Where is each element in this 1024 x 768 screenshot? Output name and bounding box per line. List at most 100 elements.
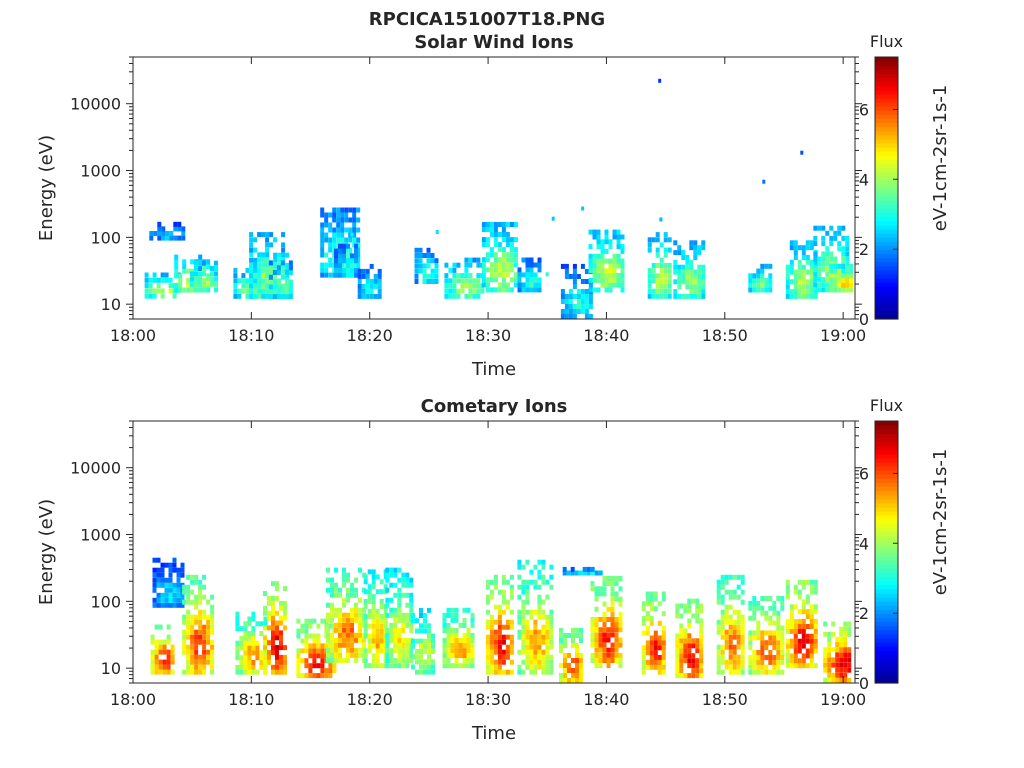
- spectrogram-cell: [269, 263, 274, 268]
- spectrogram-cell: [452, 283, 457, 289]
- spectrogram-cell: [350, 272, 354, 278]
- spectrogram-cell: [330, 617, 334, 623]
- spectrogram-cell: [541, 629, 546, 635]
- spectrogram-cell: [338, 627, 342, 633]
- spectrogram-cell: [458, 643, 463, 648]
- x-tick-label: 18:50: [702, 326, 748, 345]
- colorbar-segment: [875, 666, 898, 672]
- spectrogram-cell: [251, 626, 256, 632]
- colorbar-tick-label: 0: [859, 674, 869, 693]
- spectrogram-cell: [206, 276, 210, 282]
- spectrogram-cell: [198, 669, 203, 675]
- spectrogram-cell: [720, 629, 725, 635]
- spectrogram-cell: [760, 287, 765, 293]
- spectrogram-cell: [831, 662, 836, 668]
- spectrogram-cell: [401, 653, 406, 659]
- spectrogram-cell: [521, 634, 526, 640]
- spectrogram-cell: [328, 272, 333, 278]
- x-tick-label: 18:50: [702, 690, 748, 709]
- spectrogram-cell: [342, 582, 346, 588]
- spectrogram-cell: [259, 664, 264, 670]
- spectrogram-cell: [444, 288, 449, 294]
- spectrogram-cell: [699, 633, 704, 639]
- spectrogram-cell: [845, 256, 850, 262]
- colorbar-segment: [875, 257, 898, 263]
- spectrogram-cell: [647, 283, 652, 289]
- spectrogram-cell: [279, 635, 283, 641]
- colorbar-segment: [875, 601, 898, 606]
- spectrogram-cell: [728, 624, 733, 630]
- colorbar-segment: [875, 670, 898, 676]
- spectrogram-cell: [454, 658, 459, 664]
- spectrogram-cell: [235, 621, 240, 627]
- spectrogram-cell: [797, 284, 802, 290]
- spectrogram-cell: [566, 570, 571, 576]
- spectrogram-cell: [454, 607, 459, 613]
- spectrogram-cell: [284, 284, 289, 290]
- spectrogram-cell: [505, 654, 510, 660]
- colorbar-segment: [875, 269, 898, 275]
- spectrogram-cell: [369, 293, 374, 299]
- spectrogram-cell: [649, 655, 654, 660]
- spectrogram-cell: [549, 624, 554, 630]
- spectrogram-cell: [206, 287, 211, 293]
- spectrogram-cell: [385, 602, 390, 608]
- spectrogram-cell: [732, 669, 737, 675]
- spectrogram-cell: [379, 643, 384, 649]
- spectrogram-cell: [190, 644, 195, 650]
- colorbar-tick-label: 2: [859, 604, 869, 623]
- spectrogram-cell: [655, 283, 660, 289]
- spectrogram-cell: [600, 248, 605, 254]
- spectrogram-cell: [464, 293, 469, 299]
- spectrogram-cell: [464, 257, 469, 263]
- spectrogram-cell: [525, 639, 530, 645]
- spectrogram-cell: [271, 581, 275, 587]
- spectrogram-cell: [423, 618, 427, 624]
- colorbar-segment: [875, 200, 898, 205]
- spectrogram-cell: [160, 577, 165, 583]
- spectrogram-cell: [161, 231, 166, 236]
- spectrogram-cell: [172, 557, 177, 563]
- spectrogram-cell: [389, 582, 394, 588]
- spectrogram-cell: [405, 663, 410, 669]
- spectrogram-cell: [466, 653, 471, 659]
- spectrogram-cell: [342, 577, 346, 583]
- spectrogram-cell: [283, 586, 287, 592]
- spectrogram-cell: [371, 628, 376, 634]
- spectrogram-cell: [651, 293, 656, 299]
- spectrogram-cell: [797, 663, 802, 669]
- spectrogram-cell: [257, 263, 262, 268]
- spectrogram-cell: [813, 271, 818, 277]
- spectrogram-cell: [687, 598, 692, 604]
- spectrogram-cell: [259, 660, 264, 665]
- spectrogram-cell: [649, 591, 654, 597]
- spectrogram-cell: [843, 677, 848, 683]
- spectrogram-cell: [549, 654, 554, 660]
- spectrogram-cell: [342, 612, 346, 618]
- spectrogram-cell: [354, 647, 358, 653]
- spectrogram-cell: [529, 649, 534, 655]
- spectrogram-cell: [210, 619, 215, 625]
- spectrogram-cell: [817, 256, 822, 262]
- spectrogram-cell: [785, 648, 790, 654]
- spectrogram-cell: [281, 242, 286, 248]
- spectrogram-cell: [422, 263, 427, 269]
- spectrogram-cell: [427, 654, 431, 660]
- spectrogram-cell: [288, 279, 293, 285]
- spectrogram-cell: [645, 645, 650, 651]
- spectrogram-cell: [288, 260, 293, 266]
- spectrogram-cell: [517, 619, 522, 625]
- spectrogram-cell: [687, 653, 692, 659]
- spectrogram-cell: [505, 272, 510, 278]
- spectrogram-cell: [253, 293, 258, 299]
- spectrogram-cell: [304, 648, 309, 654]
- colorbar-segment: [875, 93, 898, 99]
- spectrogram-cell: [214, 266, 218, 271]
- spectrogram-cell: [537, 649, 542, 655]
- spectrogram-cell: [679, 638, 684, 644]
- spectrogram-cell: [825, 287, 830, 293]
- spectrogram-cell: [740, 589, 745, 595]
- spectrogram-cell: [375, 618, 380, 624]
- spectrogram-cell: [401, 572, 406, 578]
- spectrogram-cell: [261, 262, 266, 268]
